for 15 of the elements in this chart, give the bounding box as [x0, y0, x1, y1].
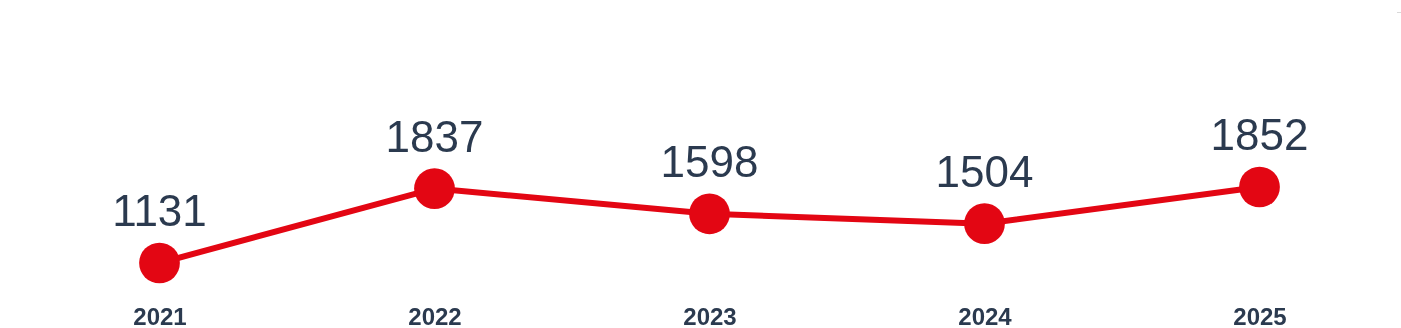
- x-tick-label: 2023: [683, 302, 737, 328]
- data-label: 1504: [935, 146, 1034, 196]
- data-label: 1837: [385, 111, 484, 161]
- x-tick-label: 2021: [133, 302, 187, 328]
- data-label: 1131: [112, 186, 207, 235]
- data-label: 1852: [1210, 110, 1309, 159]
- data-label: 1598: [660, 136, 759, 186]
- x-tick-label: 2022: [408, 302, 462, 328]
- x-tick-label: 2024: [958, 302, 1013, 328]
- point: [414, 168, 455, 209]
- point: [689, 193, 730, 235]
- point: [964, 203, 1005, 245]
- point: [1239, 166, 1280, 208]
- point: [139, 242, 180, 284]
- x-tick-label: 2025: [1233, 302, 1287, 328]
